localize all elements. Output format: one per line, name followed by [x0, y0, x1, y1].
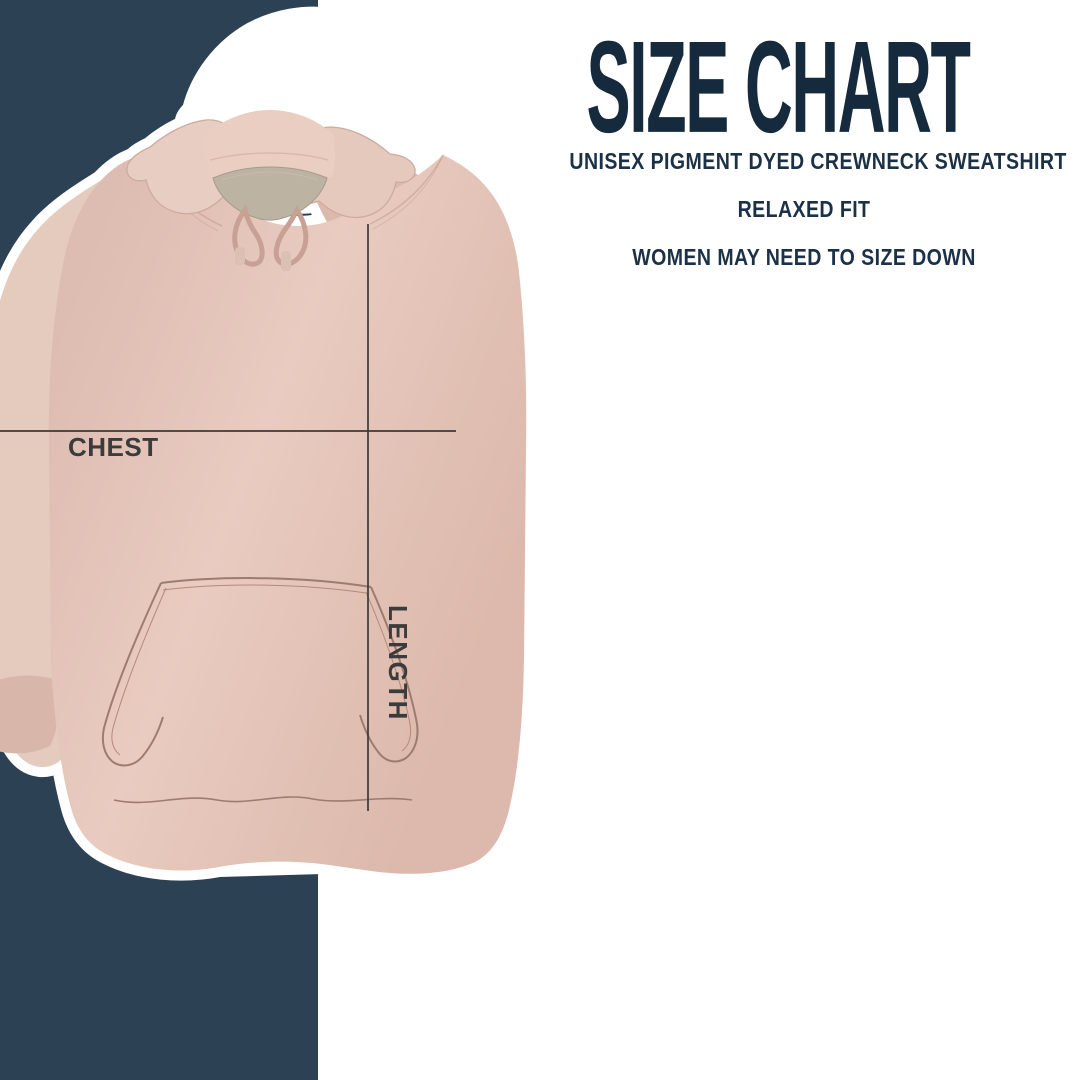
svg-text:CHEST: CHEST: [68, 432, 159, 462]
svg-text:LENGTH: LENGTH: [383, 605, 413, 721]
